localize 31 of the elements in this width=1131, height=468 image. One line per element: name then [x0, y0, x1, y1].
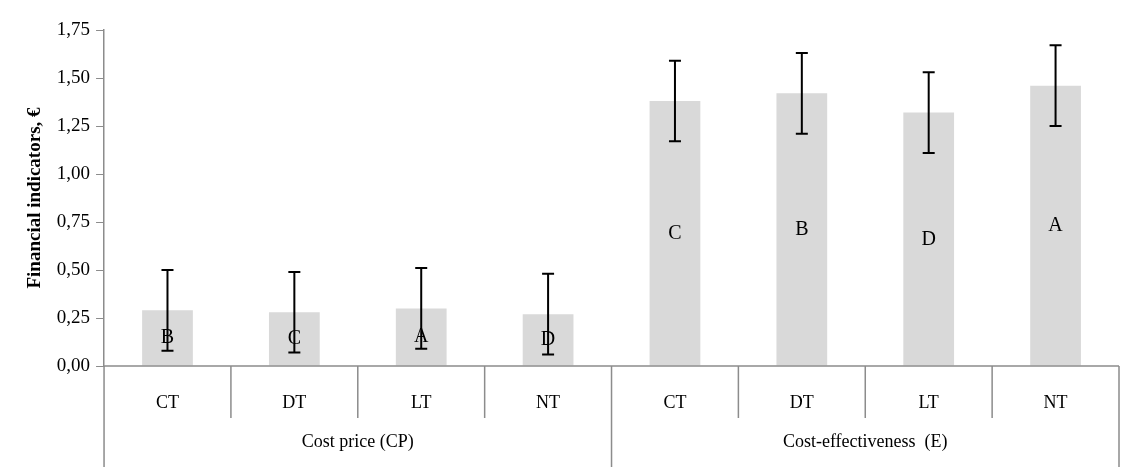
data-label: A: [1048, 213, 1064, 236]
x-tick-label: CT: [663, 391, 687, 412]
y-axis-title: Financial indicators, €: [23, 106, 45, 289]
x-tick-label: CT: [155, 391, 179, 412]
bar: [903, 112, 955, 366]
bar: [522, 314, 574, 366]
bar: [1030, 85, 1081, 366]
y-tick-label: 0,00: [56, 353, 91, 375]
bar: [142, 310, 193, 366]
bar: [395, 308, 447, 366]
y-tick-label: 0,50: [56, 257, 91, 279]
y-tick-label: 0,75: [56, 209, 91, 231]
x-tick-label: DT: [789, 391, 814, 412]
y-tick-label: 1,50: [56, 65, 91, 87]
text: Cost price (CP): [301, 430, 414, 452]
bar: [268, 312, 320, 366]
x-tick-label: DT: [282, 391, 307, 412]
text: Cost-effectiveness (E): [782, 430, 948, 452]
bar: [649, 101, 701, 366]
y-tick-label: 0,25: [56, 305, 91, 327]
bar: [776, 93, 828, 366]
data-label: D: [921, 226, 936, 249]
x-tick-label: NT: [536, 391, 561, 412]
x-tick-label: NT: [1043, 391, 1068, 412]
x-tick-label: LT: [918, 391, 939, 412]
y-tick-label: 1,75: [56, 17, 91, 39]
data-label: B: [795, 216, 809, 239]
y-tick-label: 1,25: [56, 113, 91, 135]
x-tick-label: LT: [411, 391, 432, 412]
y-tick-label: 1,00: [56, 161, 91, 183]
data-label: C: [668, 220, 682, 243]
